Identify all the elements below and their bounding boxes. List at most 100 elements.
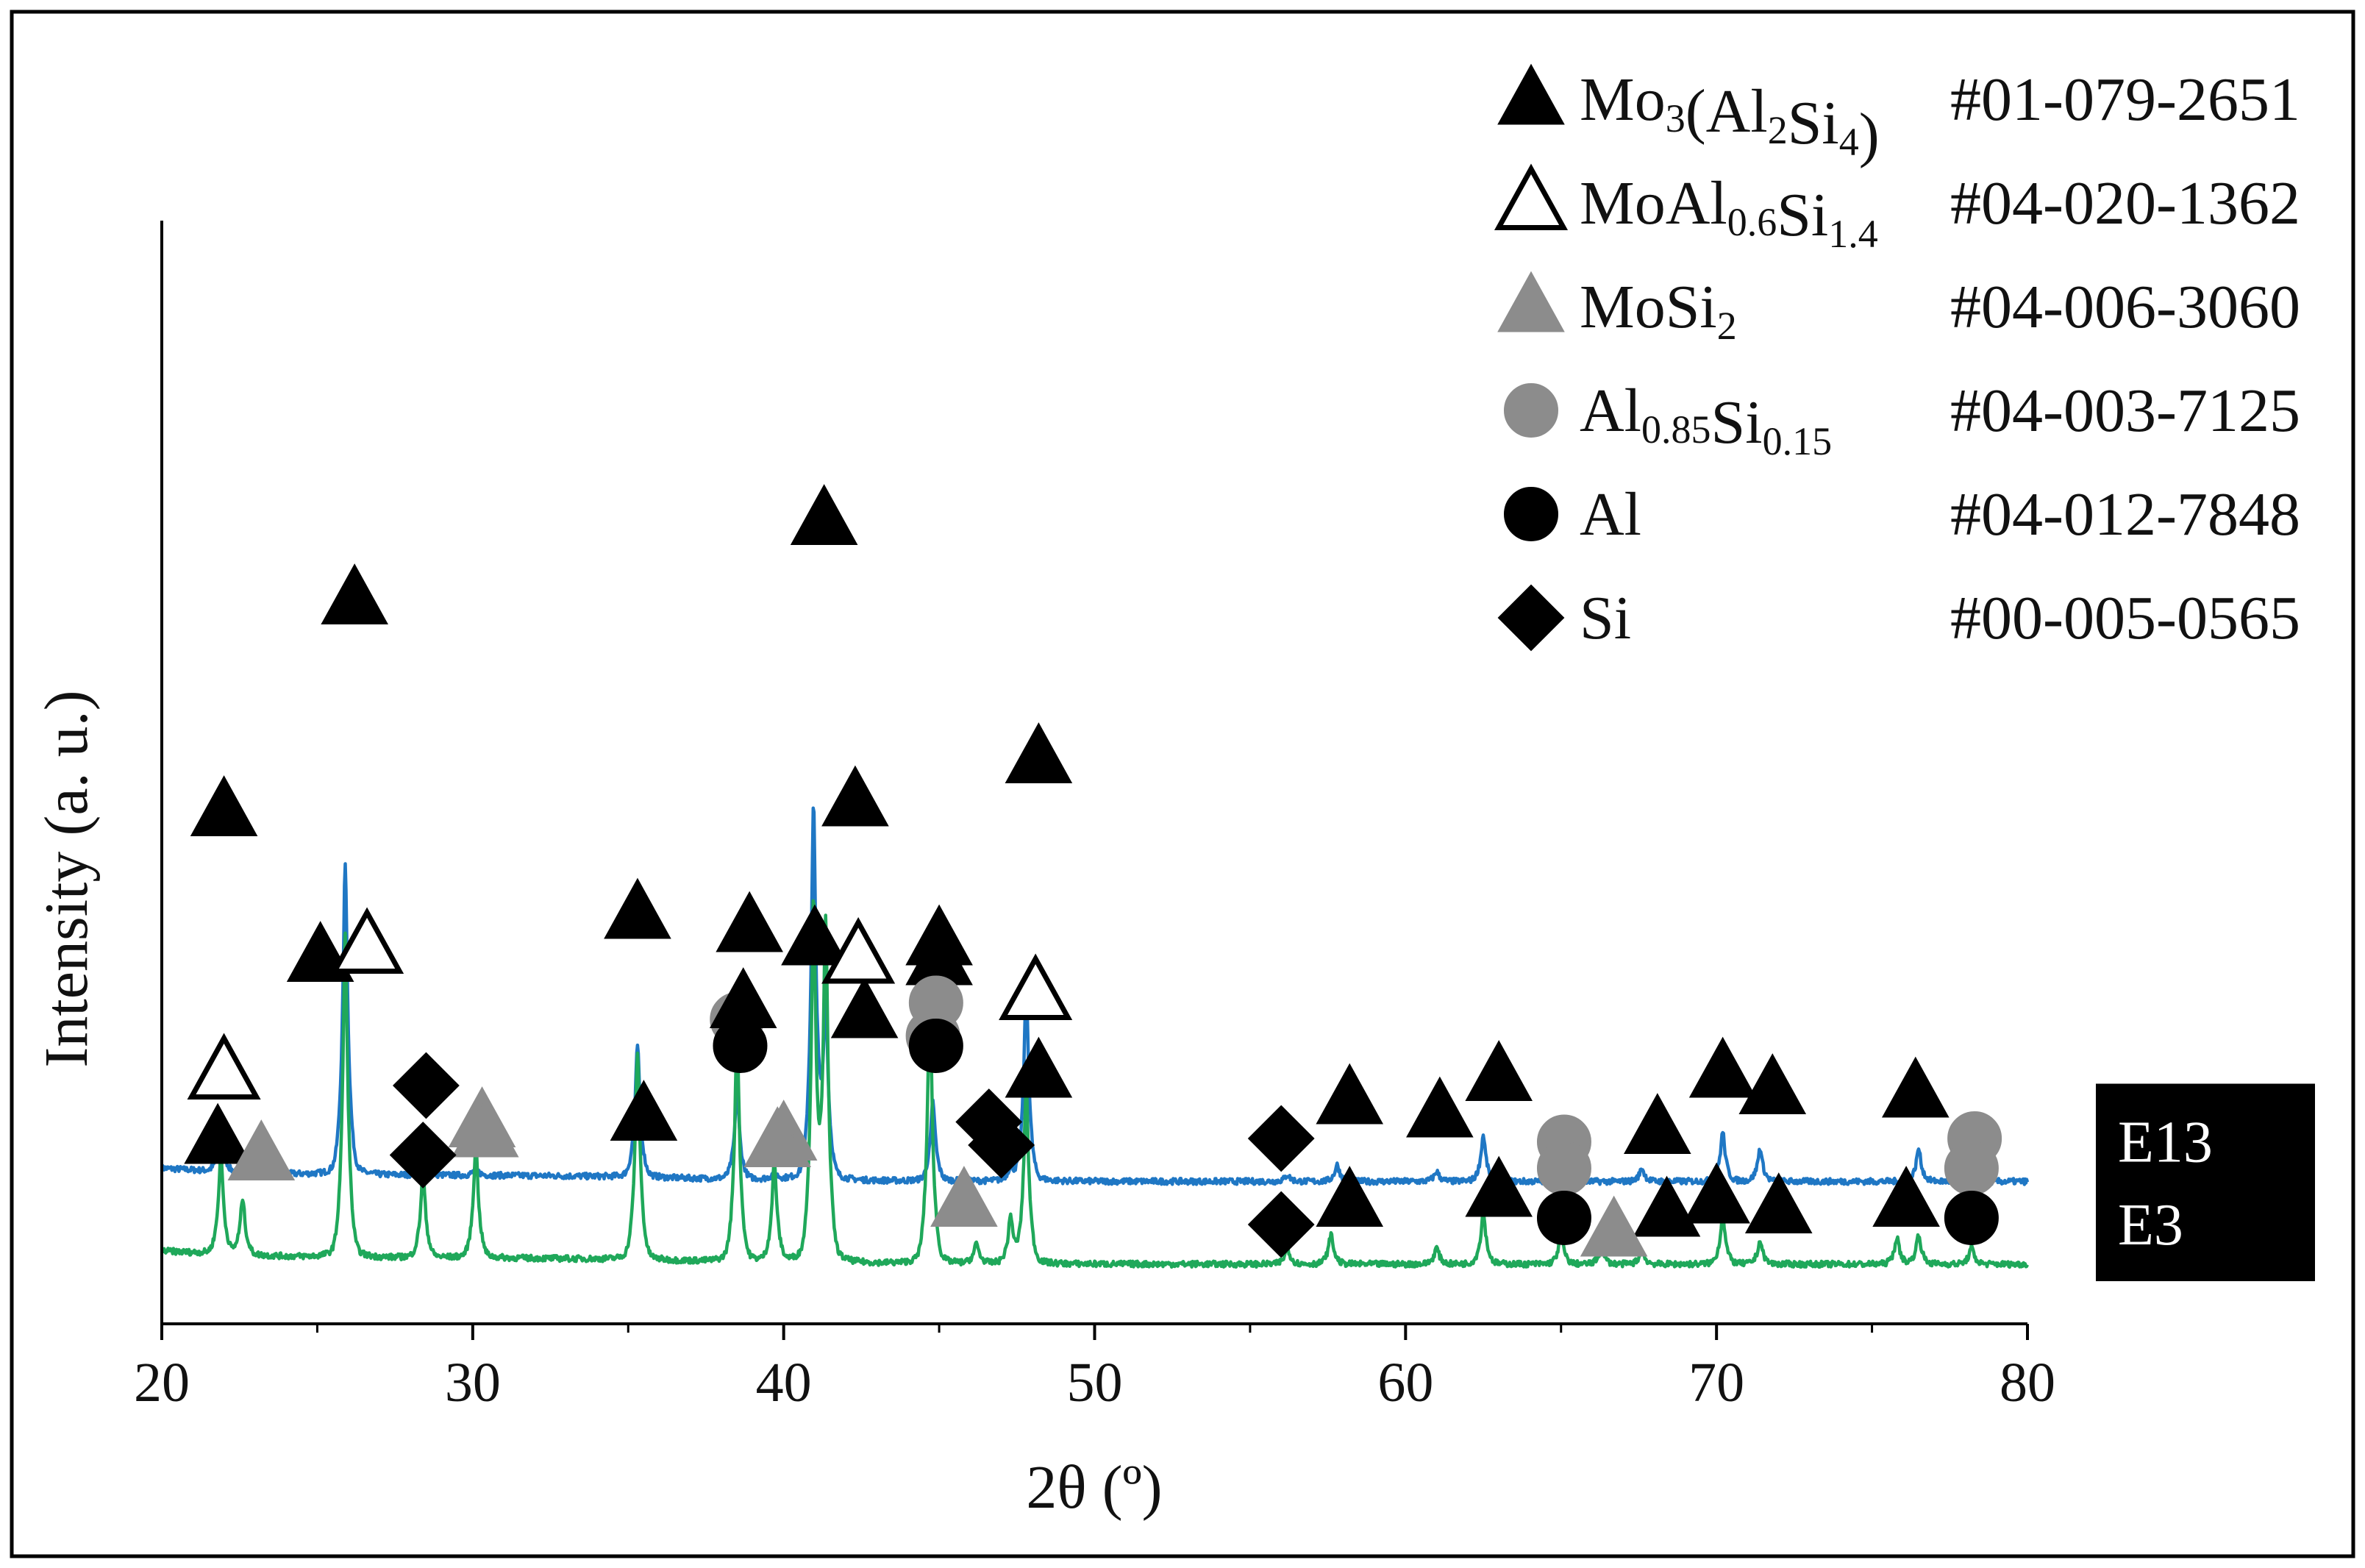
- legend-formula-part: Al: [1580, 480, 1641, 549]
- marker-mo3_al2si4-e3: [1633, 1175, 1701, 1237]
- legend-card-number: #01-079-2651: [1950, 65, 2300, 134]
- legend-symbol-al: [1504, 487, 1558, 541]
- x-tick-label: 80: [2000, 1352, 2055, 1414]
- sample-label-text: E3: [2118, 1193, 2183, 1258]
- legend-formula: Al0.85Si0.15: [1580, 377, 1832, 463]
- marker-si-e3: [968, 1111, 1035, 1179]
- x-tick-label: 70: [1688, 1352, 1744, 1414]
- legend-formula-subscript: 2: [1717, 304, 1737, 348]
- marker-moal06si14-e3: [821, 916, 896, 984]
- legend-formula-subscript: 0.15: [1763, 419, 1833, 463]
- legend-entry-si: Si #00-005-0565: [1497, 584, 2300, 652]
- x-axis-title: 2θ (º): [1026, 1453, 1162, 1522]
- marker-mo3_al2si4-e13: [1624, 1093, 1691, 1155]
- marker-mo3_al2si4-e13: [1881, 1056, 1950, 1118]
- sample-label-text: E13: [2118, 1111, 2213, 1175]
- legend-formula-part: ): [1859, 101, 1880, 169]
- legend-card-number: #00-005-0565: [1950, 584, 2300, 652]
- marker-mo3_al2si4-e3: [1744, 1172, 1813, 1234]
- marker-al-e3: [1536, 1191, 1591, 1245]
- legend-formula-part: Mo: [1580, 65, 1666, 134]
- legend-formula: Si: [1580, 584, 1631, 652]
- marker-mo3_al2si4-e3: [1683, 1162, 1750, 1224]
- marker-mo3_al2si4-e3: [1872, 1166, 1940, 1227]
- legend-formula-part: MoAl: [1580, 169, 1727, 238]
- marker-al-e3: [713, 1019, 768, 1073]
- x-tick-label: 50: [1067, 1352, 1123, 1414]
- legend-formula: MoSi2: [1580, 273, 1737, 348]
- legend-formula: Mo3(Al2Si4): [1580, 65, 1880, 169]
- marker-mo3_al2si4-e13: [1738, 1053, 1807, 1115]
- legend-entry-moal06si14: MoAl0.6Si1.4 #04-020-1362: [1494, 163, 2300, 256]
- legend-formula-part: Si: [1788, 89, 1839, 157]
- marker-moal06si14-e3: [187, 1033, 261, 1100]
- legend-formula-subscript: 3: [1666, 96, 1686, 140]
- marker-mo3_al2si4-e3: [1316, 1166, 1384, 1227]
- legend-symbol-mosi2: [1497, 271, 1565, 332]
- legend-formula-part: (Al: [1686, 77, 1768, 146]
- legend-formula-part: Si: [1777, 181, 1828, 249]
- x-ticks: 20 30 40 50 60 70 80: [134, 1324, 2055, 1414]
- figure-frame: [10, 10, 2355, 1558]
- legend-formula-part: Al: [1580, 377, 1641, 445]
- phase-markers: [184, 484, 2002, 1258]
- marker-mo3_al2si4-e13: [604, 877, 671, 939]
- legend-formula-subscript: 4: [1839, 120, 1859, 164]
- marker-mo3_al2si4-e13: [1406, 1076, 1474, 1138]
- marker-mo3_al2si4-e3: [610, 1080, 678, 1141]
- legend-entry-al085si015: Al0.85Si0.15 #04-003-7125: [1504, 377, 2300, 463]
- x-tick-label: 60: [1377, 1352, 1433, 1414]
- legend-card-number: #04-006-3060: [1950, 273, 2300, 341]
- curve-e3: [160, 899, 2029, 1269]
- legend-card-number: #04-003-7125: [1950, 377, 2300, 445]
- legend-symbol-al085si015: [1504, 383, 1558, 438]
- legend-formula-subscript: 0.85: [1641, 407, 1711, 452]
- marker-mo3_al2si4-e13: [321, 563, 388, 625]
- legend-entry-mo3_al2si4: Mo3(Al2Si4) #01-079-2651: [1497, 63, 2300, 169]
- legend-card-number: #04-012-7848: [1950, 480, 2300, 549]
- marker-si-e13: [1247, 1105, 1315, 1172]
- legend-symbol-moal06si14: [1494, 163, 1569, 231]
- y-axis-title: Intensity (a. u.): [32, 690, 101, 1067]
- legend-formula-subscript: 1.4: [1828, 212, 1878, 256]
- marker-al085si015-e3: [1944, 1141, 1999, 1196]
- legend-formula-subscript: 0.6: [1727, 200, 1777, 244]
- legend-symbol-si: [1497, 584, 1565, 652]
- marker-mo3_al2si4-e13: [716, 891, 783, 952]
- marker-si-e3: [1247, 1191, 1315, 1258]
- x-tick-label: 20: [134, 1352, 190, 1414]
- marker-mo3_al2si4-e13: [1005, 722, 1073, 784]
- marker-mosi2-e3: [1580, 1195, 1648, 1257]
- marker-mo3_al2si4-e13: [790, 484, 858, 546]
- marker-si-e3: [389, 1122, 457, 1189]
- marker-mo3_al2si4-e13: [1688, 1036, 1757, 1098]
- marker-mo3_al2si4-e3: [1005, 1036, 1073, 1098]
- legend-formula-subscript: 2: [1768, 108, 1788, 152]
- legend-formula-part: MoSi: [1580, 273, 1717, 341]
- marker-mo3_al2si4-e13: [1465, 1040, 1533, 1102]
- marker-mo3_al2si4-e3: [830, 977, 899, 1038]
- legend-formula: MoAl0.6Si1.4: [1580, 169, 1878, 256]
- legend-formula-part: Si: [1580, 584, 1631, 652]
- marker-mo3_al2si4-e3: [184, 1102, 252, 1164]
- marker-mosi2-e3: [743, 1106, 812, 1168]
- axes: 20 30 40 50 60 70 80: [134, 221, 2055, 1414]
- marker-al-e3: [1944, 1191, 1999, 1245]
- marker-moal06si14-e3: [999, 953, 1073, 1021]
- marker-mo3_al2si4-e13: [190, 775, 258, 837]
- sample-label-e3: E3: [2096, 1166, 2315, 1281]
- legend-formula: Al: [1580, 480, 1641, 549]
- marker-si-e13: [392, 1052, 460, 1119]
- marker-mosi2-e3: [227, 1119, 296, 1181]
- marker-mo3_al2si4-e3: [1465, 1155, 1533, 1217]
- marker-mosi2-e3: [930, 1166, 998, 1227]
- x-tick-label: 30: [445, 1352, 501, 1414]
- sample-label-box: [2096, 1166, 2315, 1281]
- plot-area: [160, 484, 2030, 1269]
- marker-al-e3: [908, 1019, 963, 1073]
- marker-mo3_al2si4-e13: [821, 765, 889, 827]
- legend-card-number: #04-020-1362: [1950, 169, 2300, 238]
